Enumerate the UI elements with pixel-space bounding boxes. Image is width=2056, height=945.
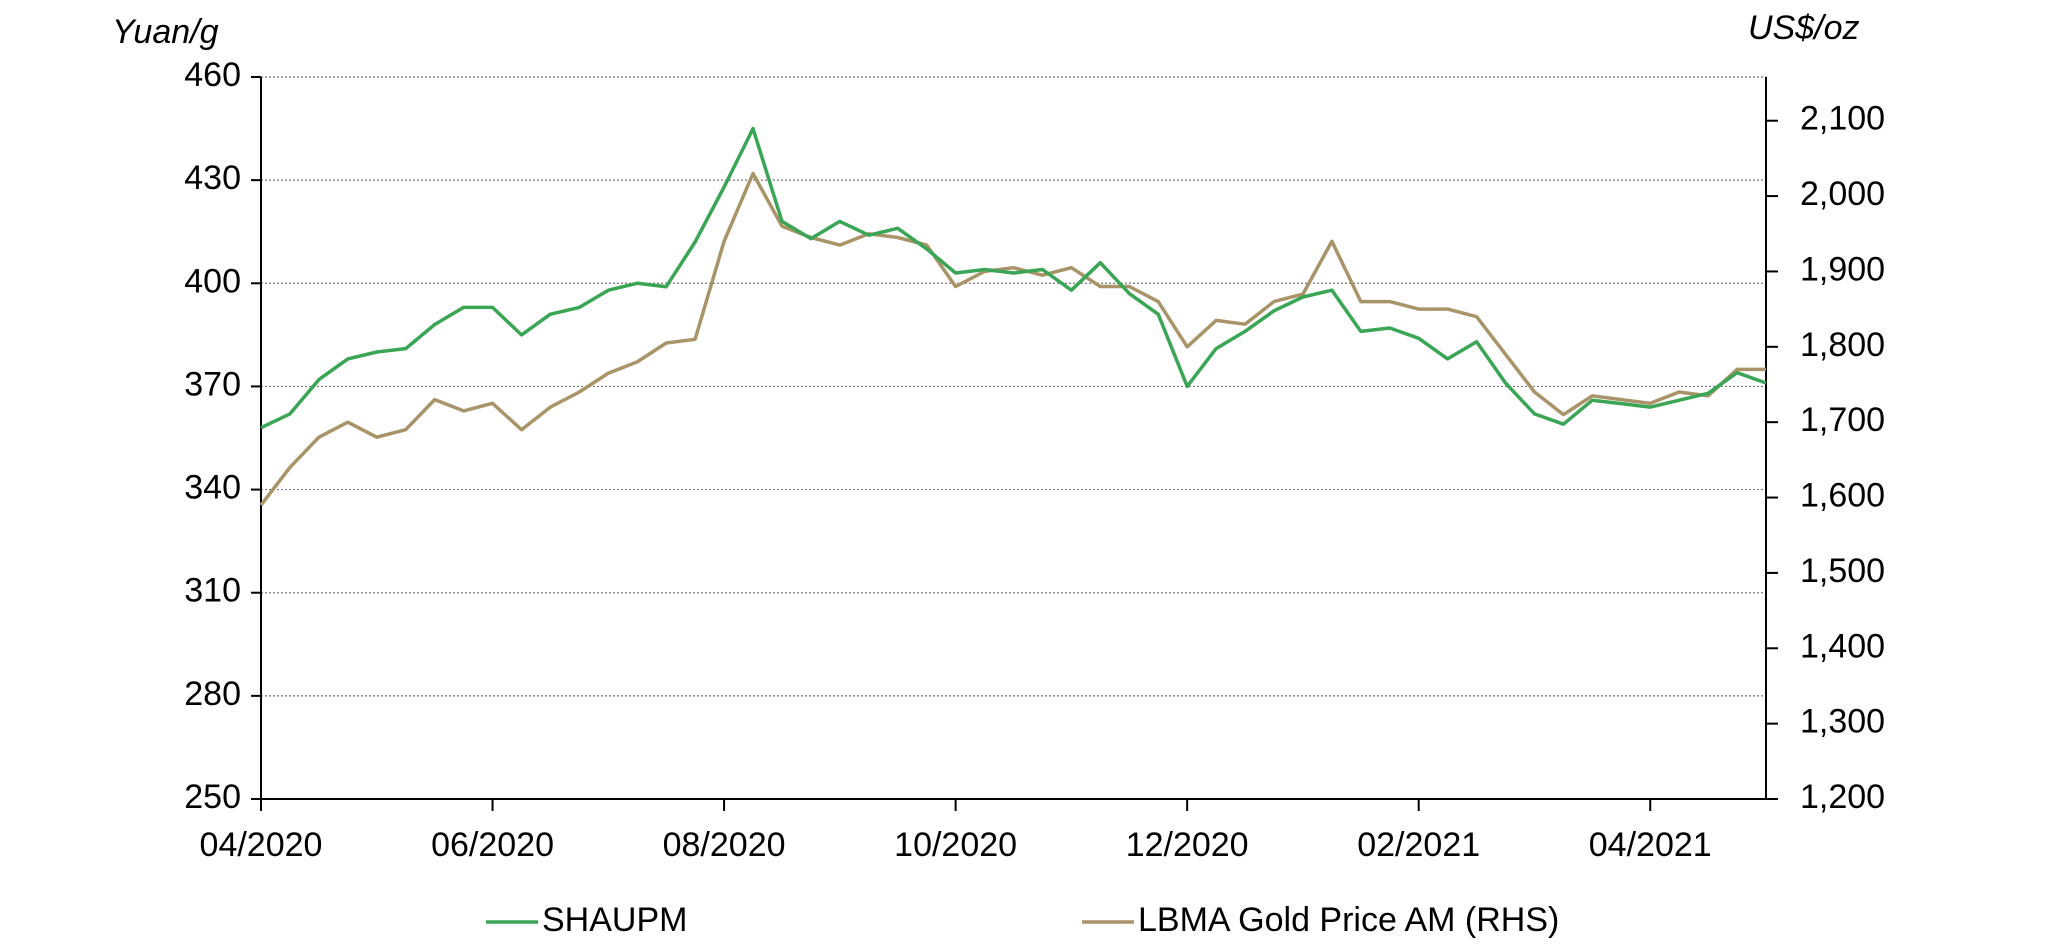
x-tick-label: 06/2020 [431,826,554,864]
series-line [260,126,1767,430]
y-tick-label: 460 [184,56,241,94]
y-tick-label: 430 [184,159,241,197]
y2-tick-label: 1,700 [1800,401,1885,439]
legend-label: SHAUPM [542,901,687,939]
y-tick-label: 340 [184,469,241,507]
y-tick-label: 310 [184,572,241,610]
y2-tick-label: 1,300 [1800,703,1885,741]
y2-tick-label: 1,400 [1800,627,1885,665]
y-tick-label: 400 [184,262,241,300]
x-tick-label: 10/2020 [894,826,1017,864]
y2-tick-label: 1,200 [1800,778,1885,816]
y2-tick-label: 1,900 [1800,250,1885,288]
x-tick-label: 04/2020 [200,826,323,864]
y2-axis-title: US$/oz [1748,9,1860,47]
y-tick-label: 280 [184,675,241,713]
series-line [259,171,1766,507]
x-tick-label: 12/2020 [1126,826,1249,864]
y-axis-title: Yuan/g [112,13,219,51]
y2-tick-label: 1,600 [1800,477,1885,515]
legend-label: LBMA Gold Price AM (RHS) [1138,901,1559,939]
x-tick-label: 04/2021 [1589,826,1712,864]
y2-tick-label: 1,500 [1800,552,1885,590]
y2-tick-label: 2,000 [1800,175,1885,213]
y-tick-label: 250 [184,778,241,816]
y2-tick-label: 1,800 [1800,326,1885,364]
y-tick-label: 370 [184,365,241,403]
y2-tick-label: 2,100 [1800,100,1885,138]
x-tick-label: 08/2020 [663,826,786,864]
x-tick-label: 02/2021 [1357,826,1480,864]
